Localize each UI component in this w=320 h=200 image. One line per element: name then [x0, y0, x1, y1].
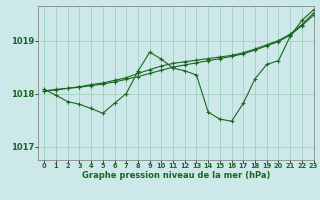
X-axis label: Graphe pression niveau de la mer (hPa): Graphe pression niveau de la mer (hPa)	[82, 171, 270, 180]
